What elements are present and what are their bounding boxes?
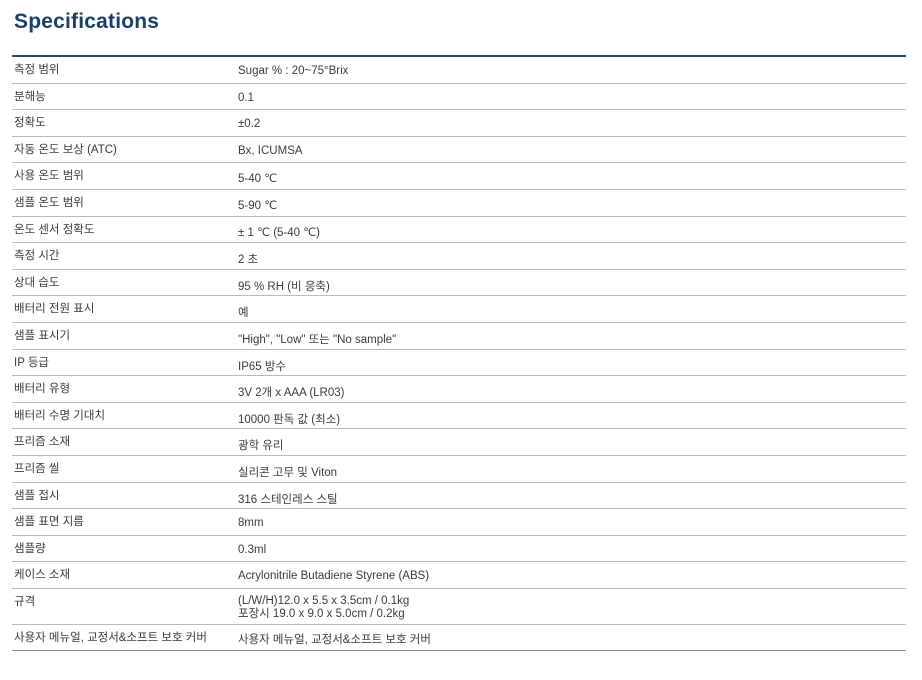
spec-row: 분해능 0.1 [12,84,906,111]
spec-value: ± 1 ℃ (5-40 ℃) [238,226,320,239]
page-title: Specifications [14,10,160,33]
spec-value: 광학 유리 [238,440,284,453]
spec-value: 사용자 메뉴얼, 교정서&소프트 보호 커버 [238,633,431,646]
spec-row: 프리즘 씰 실리콘 고무 및 Viton [12,456,906,483]
spec-value: IP65 방수 [238,360,287,373]
spec-value: 실리콘 고무 및 Viton [238,466,338,479]
spec-value: "High", "Low" 또는 "No sample" [238,333,397,346]
spec-label: 자동 온도 보상 (ATC) [14,143,117,156]
spec-value-line: 포장시 19.0 x 9.0 x 5.0cm / 0.2kg [238,607,405,620]
spec-row: 샘플량 0.3ml [12,536,906,563]
spec-value: 3V 2개 x AAA (LR03) [238,387,345,400]
spec-row: 자동 온도 보상 (ATC) Bx, ICUMSA [12,137,906,164]
spec-label: 샘플량 [14,542,46,555]
spec-label: 측정 시간 [14,250,60,263]
spec-value: 5-90 ℃ [238,199,278,212]
spec-label: 사용자 메뉴얼, 교정서&소프트 보호 커버 [14,631,207,644]
spec-row: 정확도 ±0.2 [12,110,906,137]
spec-label: 정확도 [14,117,46,130]
spec-value: 8mm [238,517,264,530]
spec-row: 온도 센서 정확도 ± 1 ℃ (5-40 ℃) [12,217,906,244]
spec-label: 샘플 접시 [14,489,60,502]
spec-value: 2 초 [238,254,259,267]
spec-label: 분해능 [14,90,46,103]
spec-value: Bx, ICUMSA [238,144,303,157]
spec-label: 샘플 표시기 [14,329,71,342]
spec-label: 측정 범위 [14,64,60,76]
spec-label: 샘플 온도 범위 [14,196,84,209]
spec-value-line: (L/W/H)12.0 x 5.5 x 3.5cm / 0.1kg [238,594,410,607]
spec-value: 0.3ml [238,543,267,556]
spec-value: Sugar % : 20~75°Brix [238,65,349,77]
spec-row: 샘플 온도 범위 5-90 ℃ [12,190,906,217]
spec-label: 샘플 표면 지름 [14,516,84,529]
spec-row: 상대 습도 95 % RH (비 응축) [12,270,906,297]
spec-row: IP 등급 IP65 방수 [12,350,906,377]
spec-table: 측정 범위 Sugar % : 20~75°Brix 분해능 0.1 정확도 ±0.2… [12,55,906,652]
spec-row: 사용 온도 범위 5-40 ℃ [12,163,906,190]
spec-label: 배터리 유형 [14,383,71,396]
spec-row: 샘플 표면 지름 8mm [12,509,906,536]
spec-value: 예 [238,307,249,320]
spec-value: 10000 판독 값 (최소) [238,413,341,426]
spec-value: 316 스테인레스 스틸 [238,493,338,506]
spec-value: Acrylonitrile Butadiene Styrene (ABS) [238,570,430,583]
spec-value: ±0.2 [238,118,261,131]
spec-label: 케이스 소재 [14,569,71,582]
spec-label: 배터리 수명 기대치 [14,409,106,422]
spec-row: 샘플 표시기 "High", "Low" 또는 "No sample" [12,323,906,350]
spec-label: 프리즘 씰 [14,462,60,475]
spec-label: 온도 센서 정확도 [14,223,95,236]
spec-row: 규격 (L/W/H)12.0 x 5.5 x 3.5cm / 0.1kg 포장시… [12,589,906,625]
spec-row: 배터리 유형 3V 2개 x AAA (LR03) [12,376,906,403]
spec-row: 측정 범위 Sugar % : 20~75°Brix [12,57,906,84]
spec-value: (L/W/H)12.0 x 5.5 x 3.5cm / 0.1kg 포장시 19… [238,595,409,621]
spec-row: 프리즘 소재 광학 유리 [12,429,906,456]
spec-label: 상대 습도 [14,276,60,289]
spec-label: 규격 [14,595,36,608]
spec-value: 95 % RH (비 응축) [238,280,330,293]
spec-row: 샘플 접시 316 스테인레스 스틸 [12,483,906,510]
spec-row: 케이스 소재 Acrylonitrile Butadiene Styrene (A… [12,562,906,589]
spec-row: 측정 시간 2 초 [12,243,906,270]
spec-row: 사용자 메뉴얼, 교정서&소프트 보호 커버 사용자 메뉴얼, 교정서&소프트 보… [12,625,906,652]
spec-label: 프리즘 소재 [14,436,71,449]
spec-value: 5-40 ℃ [238,173,278,186]
spec-row: 배터리 전원 표시 예 [12,296,906,323]
spec-label: 사용 온도 범위 [14,170,84,183]
spec-row: 배터리 수명 기대치 10000 판독 값 (최소) [12,403,906,430]
spec-label: 배터리 전원 표시 [14,303,95,316]
spec-value: 0.1 [238,91,254,104]
spec-label: IP 등급 [14,356,50,369]
